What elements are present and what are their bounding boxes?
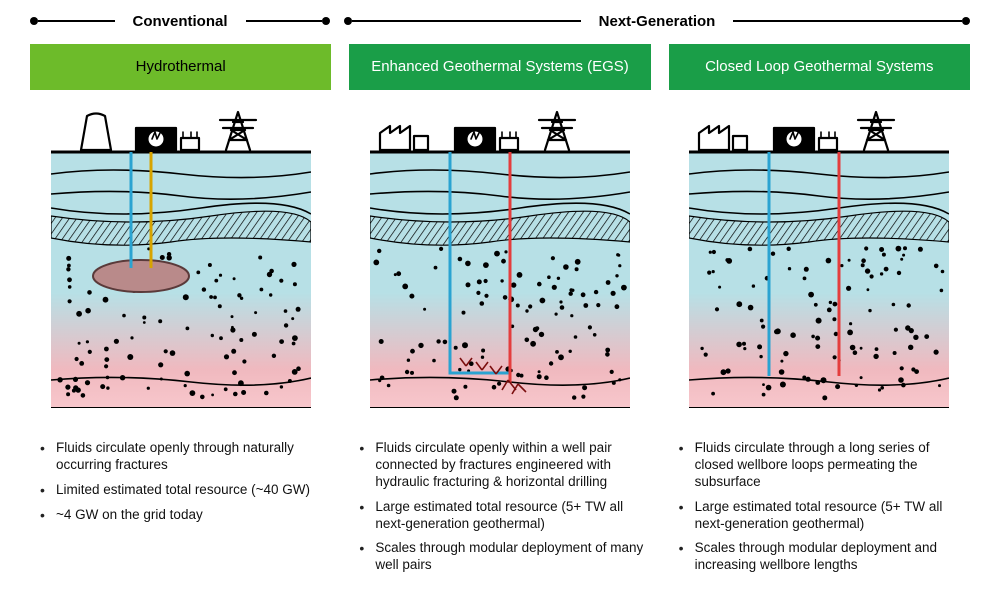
bullet-item: Fluids circulate through a long series o…: [677, 440, 970, 491]
bullet-item: Large estimated total resource (5+ TW al…: [357, 499, 650, 533]
header-line: [246, 20, 323, 22]
bullet-item: Scales through modular deployment and in…: [677, 540, 970, 574]
header-line: [352, 20, 581, 22]
bullet-list: Fluids circulate openly within a well pa…: [349, 440, 650, 582]
bullet-item: Fluids circulate openly through naturall…: [38, 440, 331, 474]
header-conventional: Conventional: [115, 13, 246, 30]
diagram-wrap: [30, 108, 331, 428]
column-title: Closed Loop Geothermal Systems: [669, 44, 970, 90]
columns: Hydrothermal Fluids circulate openly thr…: [0, 34, 1000, 582]
diagram-closed-loop: [689, 108, 949, 408]
bullet-list: Fluids circulate through a long series o…: [669, 440, 970, 582]
bullet-item: Fluids circulate openly within a well pa…: [357, 440, 650, 491]
bullet-item: Limited estimated total resource (~40 GW…: [38, 482, 331, 499]
bullet-item: Large estimated total resource (5+ TW al…: [677, 499, 970, 533]
header-dot: [344, 17, 352, 25]
header-nextgen: Next-Generation: [581, 13, 734, 30]
column-title: Enhanced Geothermal Systems (EGS): [349, 44, 650, 90]
diagram-wrap: [669, 108, 970, 428]
bullet-item: ~4 GW on the grid today: [38, 507, 331, 524]
header-dot: [322, 17, 330, 25]
diagram-hydrothermal: [51, 108, 311, 408]
column-hydrothermal: Hydrothermal Fluids circulate openly thr…: [30, 44, 331, 582]
category-headers: Conventional Next-Generation: [0, 8, 1000, 34]
column-closed-loop: Closed Loop Geothermal Systems Fluids ci…: [669, 44, 970, 582]
bullet-list: Fluids circulate openly through naturall…: [30, 440, 331, 532]
column-egs: Enhanced Geothermal Systems (EGS) Fluids…: [349, 44, 650, 582]
column-title: Hydrothermal: [30, 44, 331, 90]
header-line: [38, 20, 115, 22]
header-line: [733, 20, 962, 22]
bullet-item: Scales through modular deployment of man…: [357, 540, 650, 574]
diagram-wrap: [349, 108, 650, 428]
header-dot: [962, 17, 970, 25]
diagram-egs: [370, 108, 630, 408]
header-dot: [30, 17, 38, 25]
